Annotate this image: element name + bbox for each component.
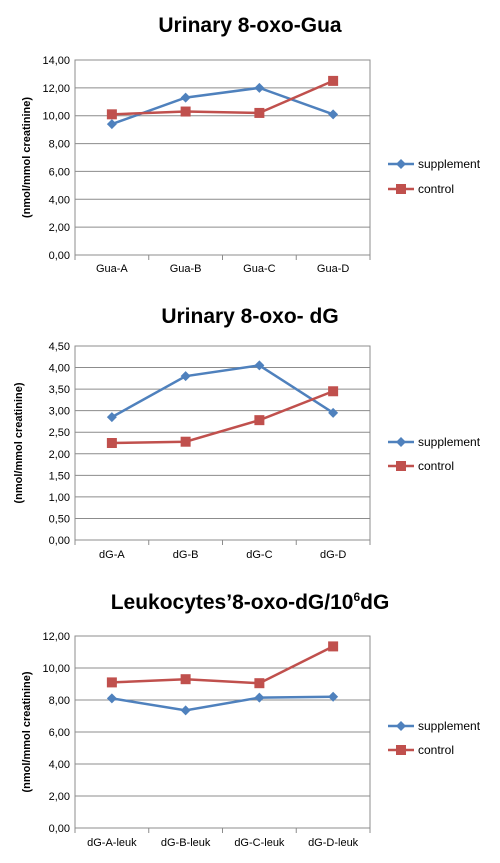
x-tick-label: Gua-D [317, 263, 349, 275]
chart-1-plot: 0,00 2,00 4,00 6,00 8,00 10,00 12,00 14,00 Gua-A… [21, 55, 481, 275]
data-point-supplement [328, 109, 339, 120]
data-point-control [180, 674, 191, 685]
data-point-control [180, 106, 191, 117]
data-point-supplement [106, 412, 117, 423]
x-tick-label: dG-C-leuk [234, 837, 285, 849]
y-tick-label: 2,50 [49, 427, 70, 439]
legend-label-supplement: supplement [418, 435, 481, 449]
y-tick-label: 0,00 [49, 823, 70, 835]
legend-marker-control [396, 184, 406, 194]
data-point-control [106, 438, 117, 448]
x-tick-label: dG-B [173, 549, 199, 561]
x-tick-label: Gua-A [96, 263, 128, 275]
y-tick-label: 2,00 [49, 449, 70, 461]
y-tick-label: 12,00 [42, 83, 70, 95]
x-tick-label: dG-B-leuk [161, 837, 211, 849]
data-point-control [106, 677, 117, 688]
y-tick-label: 1,00 [49, 492, 70, 504]
legend-marker-control [396, 461, 406, 471]
data-point-control [254, 107, 265, 118]
legend-label-control: control [418, 743, 454, 757]
y-tick-label: 0,00 [49, 250, 70, 262]
chart-1-title: Urinary 8-oxo-Gua [158, 14, 342, 37]
legend-label-control: control [418, 459, 454, 473]
legend-marker-supplement [396, 721, 406, 731]
data-point-control [328, 386, 339, 397]
data-point-control [328, 75, 339, 86]
y-tick-label: 3,50 [49, 384, 70, 396]
x-tick-label: dG-C [246, 549, 272, 561]
y-tick-label: 2,00 [49, 791, 70, 803]
legend-marker-supplement [396, 437, 406, 447]
data-point-supplement [180, 92, 191, 103]
x-tick-label: Gua-B [170, 263, 202, 275]
data-point-supplement [254, 82, 265, 93]
data-point-control [180, 436, 191, 447]
data-point-control [106, 109, 117, 120]
data-point-control [254, 415, 265, 426]
y-tick-label: 4,00 [49, 759, 70, 771]
y-axis-label: (nmol/mmol creatinine) [21, 97, 33, 218]
data-point-supplement [328, 691, 339, 702]
y-axis-label: (nmol/mmol creatinine) [13, 382, 25, 503]
series-line-control [111, 390, 334, 445]
series-line-supplement [111, 364, 334, 419]
y-tick-label: 8,00 [49, 695, 70, 707]
y-tick-label: 10,00 [42, 111, 70, 123]
y-axis-label: (nmol/mmol creatinine) [21, 671, 33, 792]
x-tick-label: dG-A [99, 549, 125, 561]
y-tick-label: 3,00 [49, 406, 70, 418]
data-point-control [254, 678, 265, 689]
legend-label-supplement: supplement [418, 157, 481, 171]
data-point-control [328, 641, 339, 652]
y-tick-label: 12,00 [42, 631, 70, 643]
x-tick-label: dG-D-leuk [308, 837, 359, 849]
y-tick-label: 4,50 [49, 341, 70, 353]
y-tick-label: 1,50 [49, 470, 70, 482]
y-tick-label: 0,50 [49, 513, 70, 525]
legend-marker-control [396, 745, 406, 755]
y-tick-label: 2,00 [49, 222, 70, 234]
series-line-supplement [111, 695, 334, 712]
data-point-supplement [254, 692, 265, 703]
data-point-supplement [180, 371, 191, 382]
y-tick-label: 0,00 [49, 535, 70, 547]
y-tick-label: 14,00 [42, 55, 70, 67]
y-tick-label: 10,00 [42, 663, 70, 675]
data-point-supplement [180, 705, 191, 716]
legend-label-supplement: supplement [418, 719, 481, 733]
series-line-control [111, 79, 334, 116]
series-line-supplement [111, 86, 334, 126]
legend-marker-supplement [396, 159, 406, 169]
legend-label-control: control [418, 182, 454, 196]
y-tick-label: 6,00 [49, 727, 70, 739]
x-tick-label: Gua-C [243, 263, 275, 275]
data-point-supplement [254, 360, 265, 371]
chart-2-plot: 0,00 0,50 1,00 1,50 2,00 2,50 3,00 3,50 4,00 4,50… [13, 341, 481, 561]
data-point-supplement [106, 119, 117, 130]
data-point-supplement [106, 693, 117, 704]
data-point-supplement [328, 407, 339, 418]
series-line-control [111, 645, 334, 685]
plot-area [74, 59, 371, 256]
chart-3-plot: 0,00 2,00 4,00 6,00 8,00 10,00 12,00 dG-A-leuk d… [21, 631, 481, 849]
y-tick-label: 8,00 [49, 139, 70, 151]
y-tick-label: 4,00 [49, 194, 70, 206]
chart-3-title: Leukocytes’8-oxo-dG/106dG [110, 590, 390, 614]
x-tick-label: dG-D [320, 549, 346, 561]
chart-2-title: Urinary 8-oxo- dG [161, 305, 339, 328]
y-tick-label: 4,00 [49, 363, 70, 375]
x-tick-label: dG-A-leuk [87, 837, 137, 849]
y-tick-label: 6,00 [49, 166, 70, 178]
